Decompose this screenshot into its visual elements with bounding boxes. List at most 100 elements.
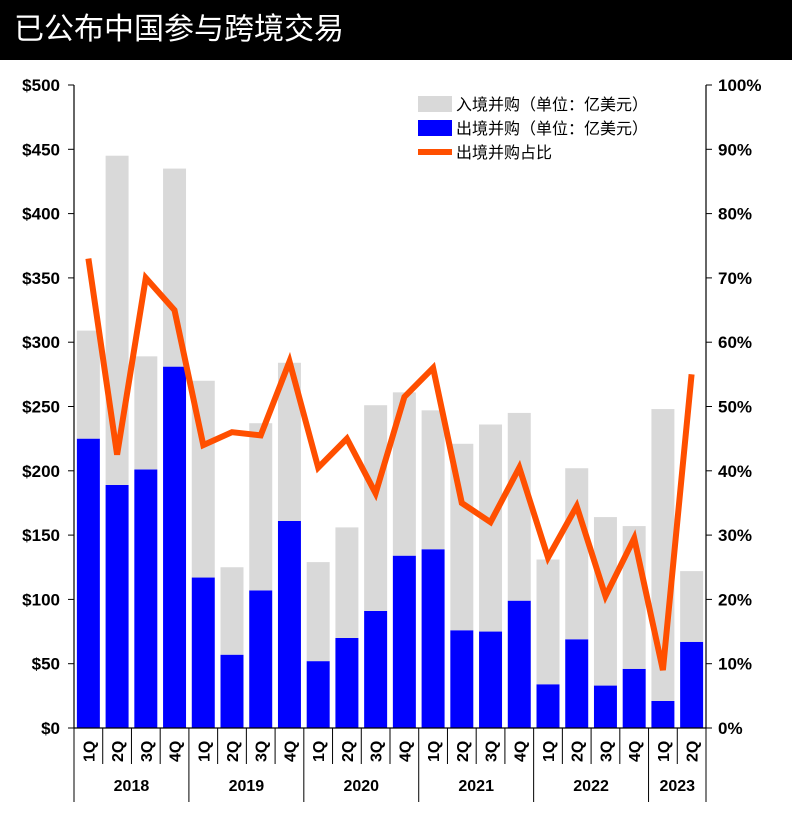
y-right-tick-label: 30% bbox=[718, 526, 752, 545]
category-label: 2Q bbox=[225, 741, 242, 762]
inbound-bar bbox=[220, 567, 244, 655]
y-left-tick-label: $450 bbox=[22, 140, 60, 159]
outbound-bar bbox=[565, 639, 589, 728]
y-left-tick-label: $100 bbox=[22, 590, 60, 609]
outbound-bar bbox=[277, 520, 301, 728]
inbound-bar bbox=[392, 392, 416, 556]
outbound-bar bbox=[134, 469, 158, 728]
line-layer bbox=[85, 258, 695, 671]
legend-swatch-outbound bbox=[418, 120, 452, 136]
outbound-bar bbox=[392, 555, 416, 728]
outbound-bar bbox=[593, 685, 617, 728]
inbound-bar bbox=[565, 468, 589, 640]
category-label: 4Q bbox=[168, 741, 185, 762]
y-right-tick-label: 90% bbox=[718, 140, 752, 159]
category-label: 4Q bbox=[397, 741, 414, 762]
inbound-bar bbox=[306, 562, 330, 662]
year-label: 2022 bbox=[573, 778, 609, 795]
category-label: 2Q bbox=[110, 741, 127, 762]
year-label: 2020 bbox=[343, 778, 379, 795]
outbound-bar bbox=[507, 600, 531, 728]
outbound-bar bbox=[421, 549, 445, 728]
category-label: 1Q bbox=[426, 741, 443, 762]
title-bar: 已公布中国参与跨境交易 bbox=[0, 0, 792, 60]
outbound-bar bbox=[220, 654, 244, 728]
legend-swatch-inbound bbox=[418, 96, 452, 112]
outbound-bar bbox=[191, 577, 215, 728]
inbound-bar bbox=[680, 571, 704, 642]
legend-label-share: 出境并购占比 bbox=[456, 143, 552, 162]
y-right-tick-label: 40% bbox=[718, 462, 752, 481]
y-right-tick-label: 50% bbox=[718, 398, 752, 417]
inbound-bar bbox=[536, 559, 560, 685]
year-label: 2019 bbox=[229, 778, 265, 795]
outbound-bar bbox=[76, 438, 100, 728]
y-left-tick-label: $200 bbox=[22, 462, 60, 481]
inbound-bar bbox=[364, 405, 388, 611]
y-left-tick-label: $400 bbox=[22, 205, 60, 224]
category-label: 3Q bbox=[254, 741, 271, 762]
legend: 入境并购（单位：亿美元） 出境并购（单位：亿美元） 出境并购占比 bbox=[418, 95, 648, 162]
inbound-bar bbox=[163, 168, 187, 367]
category-label: 4Q bbox=[627, 741, 644, 762]
outbound-bar bbox=[680, 641, 704, 728]
y-left-tick-label: $500 bbox=[22, 76, 60, 95]
inbound-bar bbox=[421, 410, 445, 550]
outbound-bar bbox=[249, 590, 273, 728]
y-right-tick-label: 80% bbox=[718, 205, 752, 224]
year-label: 2021 bbox=[458, 778, 494, 795]
outbound-bar bbox=[651, 700, 675, 728]
outbound-bar bbox=[536, 684, 560, 728]
category-label: 2Q bbox=[685, 741, 702, 762]
y-right-tick-label: 100% bbox=[718, 76, 761, 95]
inbound-bar bbox=[249, 423, 273, 591]
category-label: 1Q bbox=[196, 741, 213, 762]
y-right-tick-label: 10% bbox=[718, 655, 752, 674]
category-label: 3Q bbox=[484, 741, 501, 762]
chart-title: 已公布中国参与跨境交易 bbox=[14, 12, 344, 47]
category-label: 3Q bbox=[598, 741, 615, 762]
y-left-tick-label: $0 bbox=[41, 719, 60, 738]
outbound-bar bbox=[306, 661, 330, 728]
inbound-bar bbox=[335, 527, 359, 638]
outbound-bar bbox=[479, 631, 503, 728]
y-left-tick-label: $250 bbox=[22, 398, 60, 417]
y-left-tick-label: $300 bbox=[22, 333, 60, 352]
category-label: 2Q bbox=[455, 741, 472, 762]
y-left-tick-label: $50 bbox=[32, 655, 60, 674]
y-left-tick-label: $350 bbox=[22, 269, 60, 288]
category-label: 2Q bbox=[340, 741, 357, 762]
y-right-tick-label: 60% bbox=[718, 333, 752, 352]
outbound-bar bbox=[105, 484, 129, 728]
inbound-bar bbox=[76, 330, 100, 439]
inbound-bar bbox=[134, 356, 158, 470]
inbound-bar bbox=[507, 412, 531, 601]
year-label: 2023 bbox=[659, 778, 695, 795]
y-right-tick-label: 20% bbox=[718, 590, 752, 609]
y-left-tick-label: $150 bbox=[22, 526, 60, 545]
y-right-tick-label: 0% bbox=[718, 719, 743, 738]
year-label: 2018 bbox=[114, 778, 150, 795]
share-line bbox=[85, 258, 695, 671]
axes-layer: $0 $50 $100 $150 $200 $250 $300 $350 $400 $450 $50… bbox=[22, 76, 761, 802]
category-label: 1Q bbox=[656, 741, 673, 762]
outbound-bar bbox=[622, 668, 646, 728]
outbound-bar bbox=[335, 637, 359, 728]
category-label: 2Q bbox=[570, 741, 587, 762]
outbound-bar bbox=[364, 610, 388, 728]
outbound-bar bbox=[450, 630, 474, 728]
category-label: 1Q bbox=[81, 741, 98, 762]
y-right-tick-label: 70% bbox=[718, 269, 752, 288]
legend-label-inbound: 入境并购（单位：亿美元） bbox=[456, 95, 648, 114]
outbound-bar bbox=[163, 366, 187, 728]
category-label: 3Q bbox=[139, 741, 156, 762]
inbound-bar bbox=[277, 362, 301, 521]
inbound-bar bbox=[479, 424, 503, 632]
category-label: 1Q bbox=[311, 741, 328, 762]
category-label: 1Q bbox=[541, 741, 558, 762]
category-label: 4Q bbox=[282, 741, 299, 762]
category-label: 4Q bbox=[512, 741, 529, 762]
legend-label-outbound: 出境并购（单位：亿美元） bbox=[456, 119, 648, 138]
category-label: 3Q bbox=[369, 741, 386, 762]
